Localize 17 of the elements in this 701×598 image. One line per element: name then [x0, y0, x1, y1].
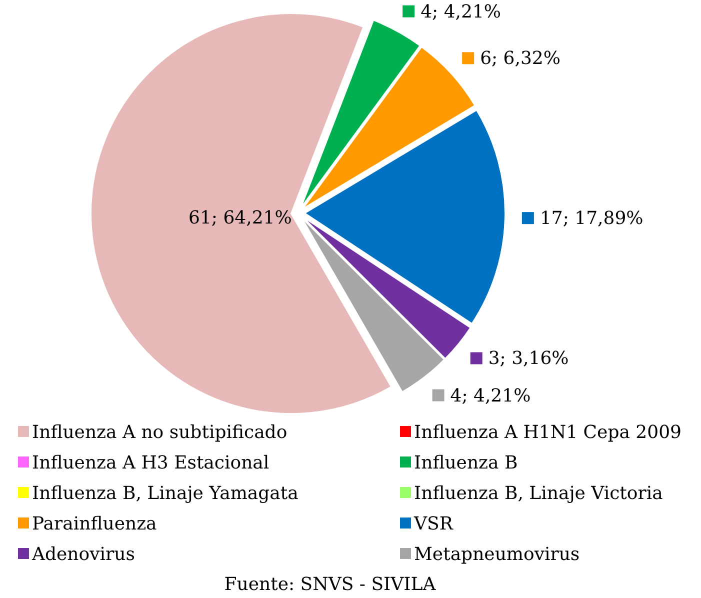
legend-label: Adenovirus — [31, 544, 135, 565]
legend-label: VSR — [413, 514, 454, 534]
data-label: 61; 64,21% — [188, 207, 292, 228]
source-note: Fuente: SNVS - SIVILA — [224, 574, 437, 595]
data-label: 6; 6,32% — [480, 48, 560, 70]
legend-label: Metapneumovirus — [414, 544, 580, 565]
legend-label: Influenza B — [414, 452, 518, 474]
legend-label: Influenza B, Linaje Victoria — [414, 483, 664, 504]
data-label: 4; 4,21% — [450, 385, 531, 406]
data-label: 4; 4,21% — [420, 1, 502, 22]
legend-label: Parainfluenza — [32, 514, 158, 534]
legend-label: Influenza A H3 Estacional — [32, 452, 270, 474]
legend-label: Influenza B, Linaje Yamagata — [32, 483, 299, 504]
data-label: 3; 3,16% — [488, 348, 569, 370]
data-label: 17; 17,89% — [540, 208, 644, 230]
legend-label: Influenza A H1N1 Cepa 2009 — [414, 422, 682, 443]
legend-label: Influenza A no subtipificado — [32, 422, 288, 443]
